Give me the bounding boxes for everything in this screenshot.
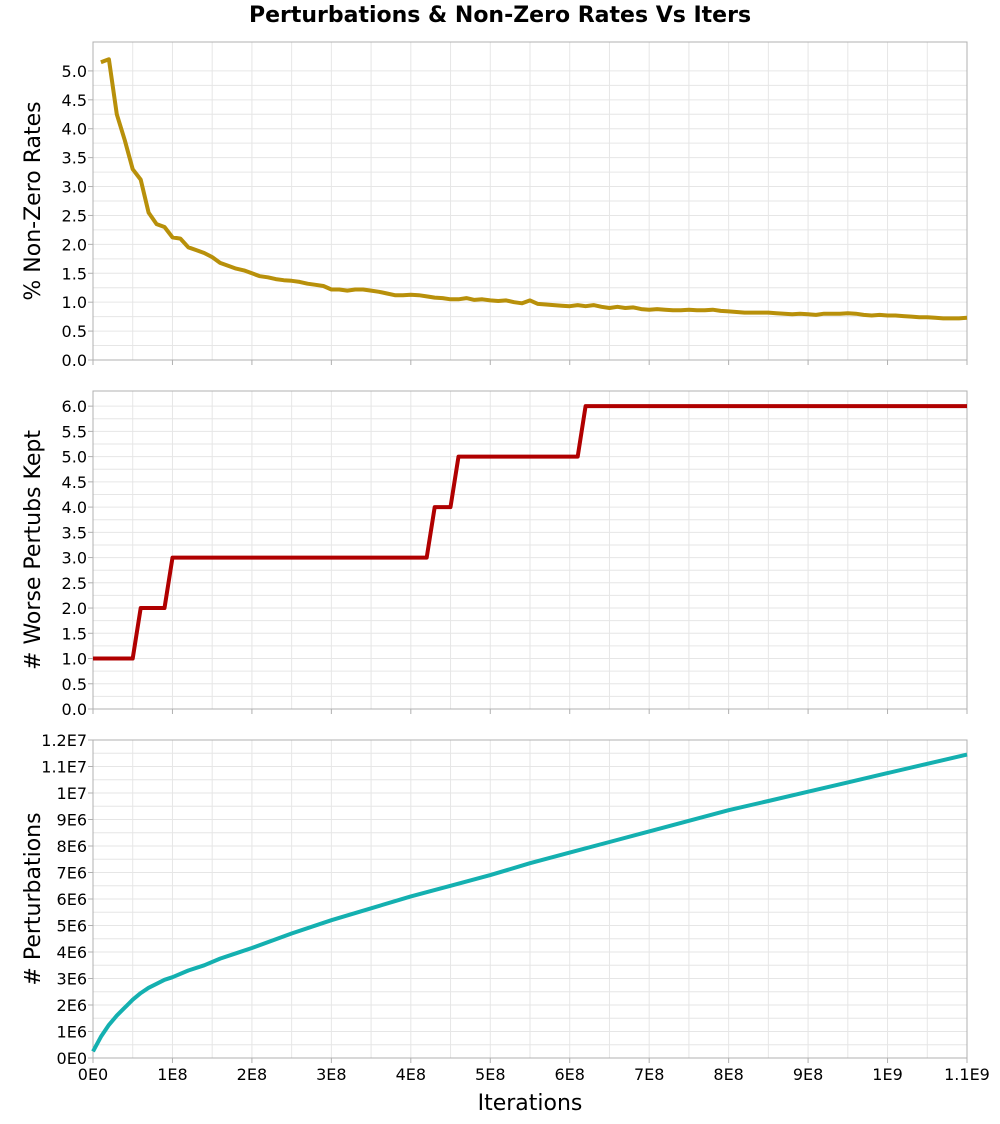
y-tick-label: 1.5 [62,624,87,643]
panel-frame [92,41,968,361]
y-tick-label: 1.1E7 [41,758,87,777]
y-tick-label: 0.5 [62,675,87,694]
y-tick-label: 2.0 [62,599,87,618]
y-tick-label: 6E6 [57,890,87,909]
panel-3-grid [92,739,968,1059]
x-tick-labels: 0E0 1E8 2E8 3E8 4E8 5E8 6E8 7E8 8E8 9E8 1E9 1.1E9 [78,1065,990,1084]
y-tick-label: 0E0 [57,1049,87,1068]
y-axis-label: # Worse Pertubs Kept [21,430,46,670]
series-line-2 [93,404,967,661]
y-tick-label: 0.5 [62,322,87,341]
x-tick-label: 3E8 [316,1065,346,1084]
y-tick-label: 5.0 [62,448,87,467]
y-tick-label: 8E6 [57,837,87,856]
y-tick-label: 5.0 [62,62,87,81]
panel-2-grid [92,391,968,710]
x-axis-label: Iterations [478,1091,583,1116]
x-tick-label: 7E8 [634,1065,664,1084]
x-tick-label: 2E8 [237,1065,267,1084]
x-tick-label: 1E9 [872,1065,902,1084]
y-tick-label: 1.0 [62,293,87,312]
y-tick-label: 2.5 [62,574,87,593]
y-tick-label: 0.0 [62,351,87,370]
series-line-1 [100,57,968,321]
y-tick-label: 1E6 [57,1023,87,1042]
y-tick-label: 6.0 [62,397,87,416]
y-tick-label: 1.2E7 [41,731,87,750]
x-tick-label: 6E8 [554,1065,584,1084]
x-tick-label: 5E8 [475,1065,505,1084]
y-tick-label: 1.5 [62,264,87,283]
x-tick-label: 8E8 [713,1065,743,1084]
chart-title: Perturbations & Non-Zero Rates Vs Iters [249,3,751,28]
y-tick-label: 2E6 [57,996,87,1015]
y-tick-label: 4.0 [62,498,87,517]
x-tick-label: 0E0 [78,1065,108,1084]
x-tick-label: 1E8 [157,1065,187,1084]
y-tick-label: 4E6 [57,943,87,962]
y-tick-label: 3.0 [62,549,87,568]
y-tick-label: 5E6 [57,917,87,936]
series-line-3 [91,752,968,1053]
y-axis-label: # Perturbations [21,812,46,985]
y-tick-label: 1.0 [62,650,87,669]
y-axis-label: % Non-Zero Rates [21,101,46,300]
panels-layer: 0.0 0.5 1.0 1.5 2.0 2.5 3.0 3.5 4.0 4.5 5.0 % Non-Z… [21,41,990,1084]
x-tick-label: 9E8 [793,1065,823,1084]
x-tick-label: 4E8 [396,1065,426,1084]
panel-frame [92,390,968,710]
y-tick-label: 3.0 [62,178,87,197]
panel-1: 0.0 0.5 1.0 1.5 2.0 2.5 3.0 3.5 4.0 4.5 5.0 % Non-Z… [21,41,968,370]
panel-3: 0E0 1E6 2E6 3E6 4E6 5E6 6E6 7E6 8E6 9E6 1E7 1.1E7 1.… [21,731,968,1068]
y-tick-label: 4.5 [62,91,87,110]
x-tick-label: 1.1E9 [944,1065,990,1084]
y-tick-label: 2.0 [62,235,87,254]
panel-2: 0.0 0.5 1.0 1.5 2.0 2.5 3.0 3.5 4.0 4.5 5.0 5.5 6.0 #… [21,390,968,719]
y-tick-label: 4.0 [62,120,87,139]
y-tick-label: 9E6 [57,811,87,830]
y-tick-label: 5.5 [62,422,87,441]
y-tick-label: 2.5 [62,206,87,225]
y-tick-label: 7E6 [57,864,87,883]
y-tick-label: 1E7 [57,784,87,803]
y-tick-label: 3E6 [57,970,87,989]
y-tick-label: 4.5 [62,473,87,492]
y-tick-label: 0.0 [62,700,87,719]
panel-1-grid [92,42,968,361]
y-tick-label: 3.5 [62,149,87,168]
y-tick-label: 3.5 [62,523,87,542]
